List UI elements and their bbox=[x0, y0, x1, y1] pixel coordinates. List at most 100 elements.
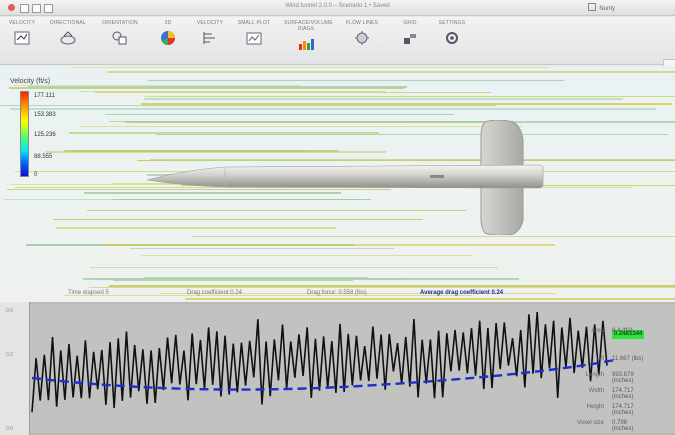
streamline bbox=[145, 96, 675, 97]
tool-3d[interactable]: 3D bbox=[146, 20, 190, 46]
streamline bbox=[107, 71, 675, 73]
streamline bbox=[90, 267, 498, 268]
streamline bbox=[109, 285, 675, 287]
streamline bbox=[13, 85, 301, 86]
tool-velocity[interactable]: VELOCITY bbox=[0, 20, 44, 46]
streamline bbox=[83, 278, 519, 280]
tool-settings[interactable]: SETTINGS bbox=[430, 20, 474, 46]
streamline bbox=[80, 126, 522, 127]
legend-title: Velocity (ft/s) bbox=[10, 78, 51, 85]
settings-icon bbox=[446, 32, 458, 44]
legend-value-min: 0 bbox=[34, 172, 38, 178]
tool-grid[interactable]: GRID bbox=[388, 20, 432, 46]
y-tick: 0.6 bbox=[6, 308, 13, 314]
streamline bbox=[28, 86, 407, 88]
drag-coefficient-graph[interactable] bbox=[30, 304, 675, 433]
stat-drag-force: Drag force: 0.558 (lbs) bbox=[307, 290, 367, 296]
tool-label: ORIENTATION bbox=[102, 20, 138, 26]
current-value-badge: 0.2481344 bbox=[612, 330, 645, 339]
streamline bbox=[84, 192, 341, 194]
streamline bbox=[144, 98, 623, 100]
info-value: 993.879 (inches) bbox=[612, 372, 634, 384]
velocity-icon bbox=[14, 31, 30, 45]
streamline bbox=[10, 108, 656, 110]
3d-color-icon bbox=[161, 31, 175, 45]
close-window-button[interactable] bbox=[8, 4, 15, 11]
tool-label: SETTINGS bbox=[438, 20, 466, 26]
grid-icon bbox=[404, 34, 416, 44]
info-value: 8.4 (ft2) bbox=[612, 328, 633, 334]
orientation-icon bbox=[112, 31, 127, 45]
streamline bbox=[10, 184, 342, 185]
graph-canvas bbox=[31, 311, 616, 413]
info-key: Area bbox=[591, 328, 604, 334]
y-tick: 0.2 bbox=[6, 352, 13, 358]
streamline bbox=[64, 295, 472, 296]
main-toolbar: VELOCITY DIRECTIONAL ORIENTATION 3D VELO… bbox=[0, 17, 675, 87]
tool-orientation[interactable]: ORIENTATION bbox=[98, 20, 142, 46]
streamline bbox=[113, 199, 371, 200]
surface-volume-icon bbox=[299, 39, 314, 50]
directional-icon bbox=[60, 31, 76, 45]
tool-label: SMALL PLOT bbox=[237, 20, 271, 26]
tool-label: VELOCITY bbox=[8, 20, 36, 26]
user-icon bbox=[588, 3, 597, 11]
tool-flow-lines[interactable]: FLOW LINES bbox=[340, 20, 384, 46]
layout-icon[interactable] bbox=[44, 4, 53, 13]
small-plot-icon bbox=[246, 32, 262, 45]
info-key: Lift bbox=[595, 356, 604, 362]
user-label: Nunty bbox=[599, 6, 615, 12]
info-value: 174.717 (inches) bbox=[612, 404, 634, 416]
streamline bbox=[53, 219, 423, 220]
streamline bbox=[7, 189, 391, 190]
info-key: Voxel size bbox=[576, 420, 604, 426]
legend-value: 88.555 bbox=[34, 154, 53, 160]
streamline bbox=[80, 91, 386, 92]
average-drag-trend bbox=[31, 358, 616, 391]
title-bar: Wind tunnel 2.0.0 – Scenario 1 • Saved N… bbox=[0, 0, 675, 16]
tool-label: GRID bbox=[403, 20, 417, 26]
tool-label: FLOW LINES bbox=[345, 20, 379, 26]
save-icon[interactable] bbox=[32, 4, 41, 13]
streamline bbox=[56, 227, 336, 229]
tool-label: SURFACE/VOLUME DIAGS bbox=[284, 20, 333, 32]
rocket-decal bbox=[430, 175, 444, 178]
info-value: 11.667 (lbs) bbox=[612, 356, 644, 362]
tool-label: 3D bbox=[164, 20, 172, 26]
streamline bbox=[156, 134, 668, 135]
tool-directional[interactable]: DIRECTIONAL bbox=[46, 20, 90, 46]
info-value: 174.717 (inches) bbox=[612, 388, 634, 400]
info-key: Height bbox=[586, 404, 604, 410]
streamline bbox=[64, 150, 339, 152]
window-icon bbox=[20, 4, 29, 13]
user-account[interactable]: Nunty bbox=[588, 3, 615, 12]
streamline bbox=[141, 255, 472, 256]
y-tick: 0.0 bbox=[6, 426, 13, 432]
streamline bbox=[87, 210, 466, 211]
streamline bbox=[166, 160, 450, 161]
stat-time: Time elapsed 5 bbox=[68, 290, 109, 296]
velocity-profile-icon bbox=[203, 32, 215, 44]
stat-drag-coefficient: Drag coefficient 0.24 bbox=[187, 290, 242, 296]
info-key: Width bbox=[588, 388, 604, 394]
streamline bbox=[105, 114, 454, 115]
streamline bbox=[0, 105, 496, 106]
streamline bbox=[71, 67, 549, 68]
drag-coefficient-series bbox=[31, 311, 608, 413]
streamline bbox=[148, 80, 564, 81]
legend-value-max: 177.111 bbox=[34, 93, 55, 99]
streamline bbox=[192, 236, 675, 237]
tool-velocity-profile[interactable]: VELOCITY bbox=[188, 20, 232, 46]
streamline bbox=[150, 159, 675, 160]
tool-small-plot[interactable]: SMALL PLOT bbox=[232, 20, 276, 46]
legend-value: 125.236 bbox=[34, 132, 56, 138]
streamline bbox=[105, 244, 555, 246]
streamline bbox=[130, 248, 394, 249]
tool-surface-volume[interactable]: SURFACE/VOLUME DIAGS bbox=[284, 20, 333, 52]
graph-axis-panel: 0.6 0.2 0.0 bbox=[0, 302, 30, 435]
streamline bbox=[9, 87, 404, 89]
simulation-viewport[interactable]: Velocity (ft/s) 177.111 153.383 125.236 … bbox=[0, 66, 675, 308]
info-value: 0.798 (inches) bbox=[612, 420, 634, 432]
rocket-model[interactable] bbox=[145, 120, 555, 235]
